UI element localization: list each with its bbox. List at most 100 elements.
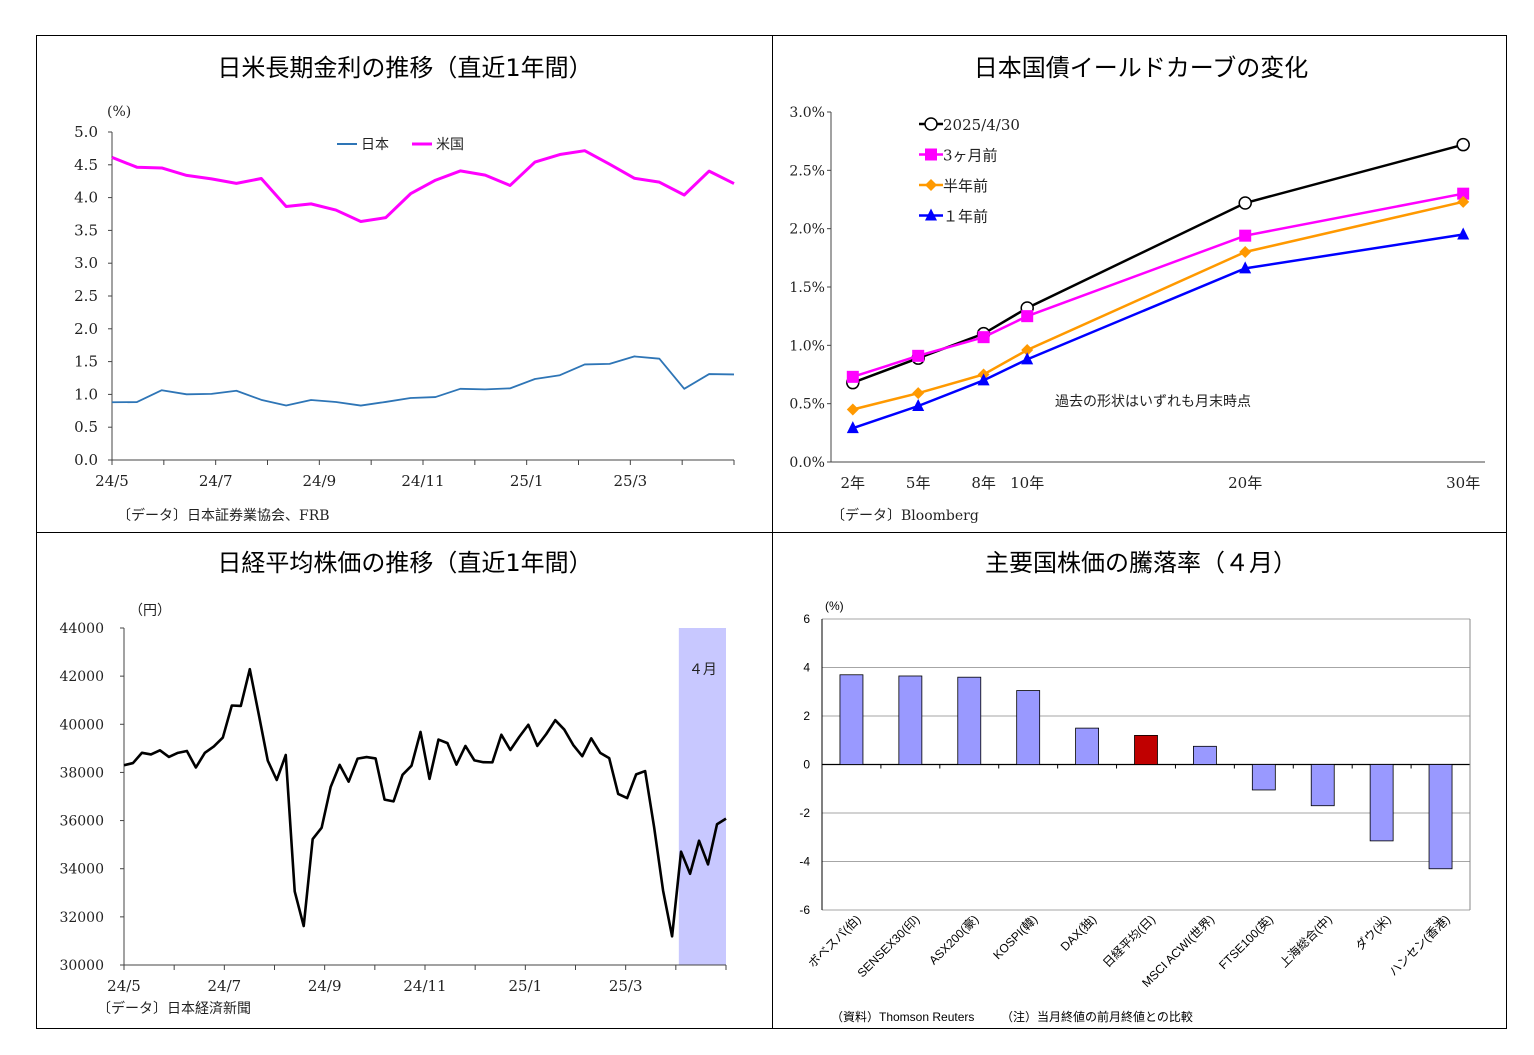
panel-nikkei: 日経平均株価の推移（直近1年間） （円） ４月 30000 32000 34000 36… [36, 532, 773, 1029]
x-tick-label: 20年 [1228, 474, 1262, 492]
y-tick-label: 0 [803, 758, 810, 772]
y-tick-label: 4.0 [74, 189, 98, 207]
y-tick-label: 30000 [59, 958, 104, 974]
series-line [852, 200, 1464, 411]
bar [1016, 690, 1041, 765]
chart-title: 主要国株価の騰落率（４月） [985, 549, 1297, 577]
y-tick-label: 36000 [59, 814, 104, 830]
x-tick-label: 24/5 [107, 977, 141, 995]
x-tick-label: 24/11 [401, 472, 444, 490]
y-tick-label: 2.5% [789, 163, 825, 179]
bar [1075, 727, 1099, 765]
series-line-us [111, 149, 735, 224]
y-tick-label: 0.5 [74, 418, 98, 436]
point-marker [1021, 352, 1034, 365]
y-tick-label: 2.5 [74, 287, 98, 305]
y-unit-label: （円） [129, 603, 171, 619]
chart-title: 日経平均株価の推移（直近1年間） [217, 549, 592, 577]
x-tick-label: 24/11 [403, 977, 446, 995]
x-tick-label: FTSE100(英) [1216, 912, 1276, 972]
x-tick-label: 25/3 [613, 472, 647, 490]
bar [1251, 764, 1276, 791]
legend-us: 米国 [436, 137, 464, 153]
x-tick-label: ダウ(米) [1352, 912, 1394, 954]
y-tick-label: 38000 [59, 765, 104, 781]
point-marker [925, 148, 937, 161]
x-tick-label: ボベスパ(伯) [805, 912, 864, 971]
y-tick-label: 1.5 [74, 353, 98, 371]
point-marker [1021, 310, 1034, 323]
world-stocks-chart: 主要国株価の騰落率（４月） (%) -6 -4 -2 0 2 4 6 ボベスパ(伯)SENSE… [799, 549, 1471, 1024]
x-tick-label: 30年 [1446, 474, 1480, 492]
point-marker [1239, 246, 1252, 258]
bar [1369, 764, 1394, 842]
point-marker [977, 373, 990, 386]
panel-yield-curve: 日本国債イールドカーブの変化 0.0% 0.5% 1.0% 1.5% 2.0% 2.5% 3… [772, 35, 1507, 533]
point-marker [1457, 195, 1470, 208]
point-marker [846, 421, 859, 434]
point-marker [977, 331, 990, 344]
y-tick-label: -2 [799, 806, 810, 820]
y-tick-label: 44000 [59, 621, 104, 637]
x-tick-label: KOSPI(韓) [990, 912, 1040, 962]
y-tick-label: 0.0 [74, 451, 98, 469]
y-tick-label: 1.5% [789, 280, 825, 296]
point-marker [925, 208, 937, 221]
y-tick-label: 1.0% [789, 338, 825, 354]
y-tick-label: 32000 [59, 910, 104, 926]
legend-japan: 日本 [361, 137, 389, 153]
y-tick-label: 42000 [59, 669, 104, 685]
y-tick-label: 0.0% [789, 455, 825, 471]
legend-label: 半年前 [943, 177, 988, 195]
series-line [852, 233, 1464, 430]
band-label: ４月 [689, 662, 717, 678]
bar [1134, 734, 1158, 765]
point-marker [846, 403, 859, 416]
point-marker [1456, 137, 1470, 152]
point-marker [912, 349, 925, 362]
point-marker [846, 370, 859, 383]
y-tick-label: 2.0 [74, 320, 98, 338]
y-tick-label: 40000 [59, 717, 104, 733]
y-tick-label: 4.5 [74, 156, 98, 174]
legend: 日本 米国 [337, 137, 464, 153]
y-tick-label: 3.0% [789, 105, 825, 121]
bar [1310, 764, 1335, 807]
y-tick-label: 2.0% [789, 222, 825, 238]
y-tick-label: 4 [803, 661, 810, 675]
x-tick-label: 5年 [906, 474, 931, 492]
legend-label: １年前 [943, 208, 988, 226]
x-tick-label: 24/7 [207, 977, 241, 995]
point-marker [1239, 261, 1252, 274]
long-rates-chart: 日米長期金利の推移（直近1年間） (%) 日本 米国 0.0 0.5 1.0 1.5 2… [74, 54, 735, 524]
series-line [852, 143, 1464, 384]
x-tick-label: 25/3 [609, 977, 643, 995]
point-marker [912, 399, 925, 411]
y-tick-label: 34000 [59, 862, 104, 878]
point-marker [1457, 227, 1470, 240]
y-unit-label: (%) [825, 599, 844, 613]
source-note: 〔データ〕日本証券業協会、FRB [117, 507, 330, 524]
bar [957, 676, 982, 765]
yield-curve-chart: 日本国債イールドカーブの変化 0.0% 0.5% 1.0% 1.5% 2.0% 2.5% 3… [789, 54, 1485, 524]
bar [898, 675, 923, 765]
x-tick-label: SENSEX30(印) [855, 912, 923, 980]
x-tick-label: 10年 [1010, 474, 1044, 492]
bar [839, 674, 864, 765]
x-tick-label: 25/1 [510, 472, 544, 490]
source-note: 〔データ〕Bloomberg [831, 507, 979, 524]
x-tick-label: 日経平均(日) [1100, 912, 1158, 970]
chart-title: 日米長期金利の推移（直近1年間） [217, 54, 592, 82]
x-tick-label: 2年 [841, 474, 866, 492]
y-tick-label: 6 [803, 612, 810, 626]
point-marker [924, 117, 938, 131]
y-tick-label: 1.0 [74, 385, 98, 403]
y-tick-label: 3.0 [74, 254, 98, 272]
chart-note: （注）当月終値の前月終値との比較 [1001, 1009, 1193, 1024]
x-tick-label: 24/9 [308, 977, 342, 995]
x-tick-label: 8年 [971, 474, 996, 492]
series-line-japan [111, 355, 735, 407]
point-marker [925, 179, 937, 191]
bar [1428, 764, 1453, 870]
panel-long-rates: 日米長期金利の推移（直近1年間） (%) 日本 米国 0.0 0.5 1.0 1.5 2… [36, 35, 773, 533]
